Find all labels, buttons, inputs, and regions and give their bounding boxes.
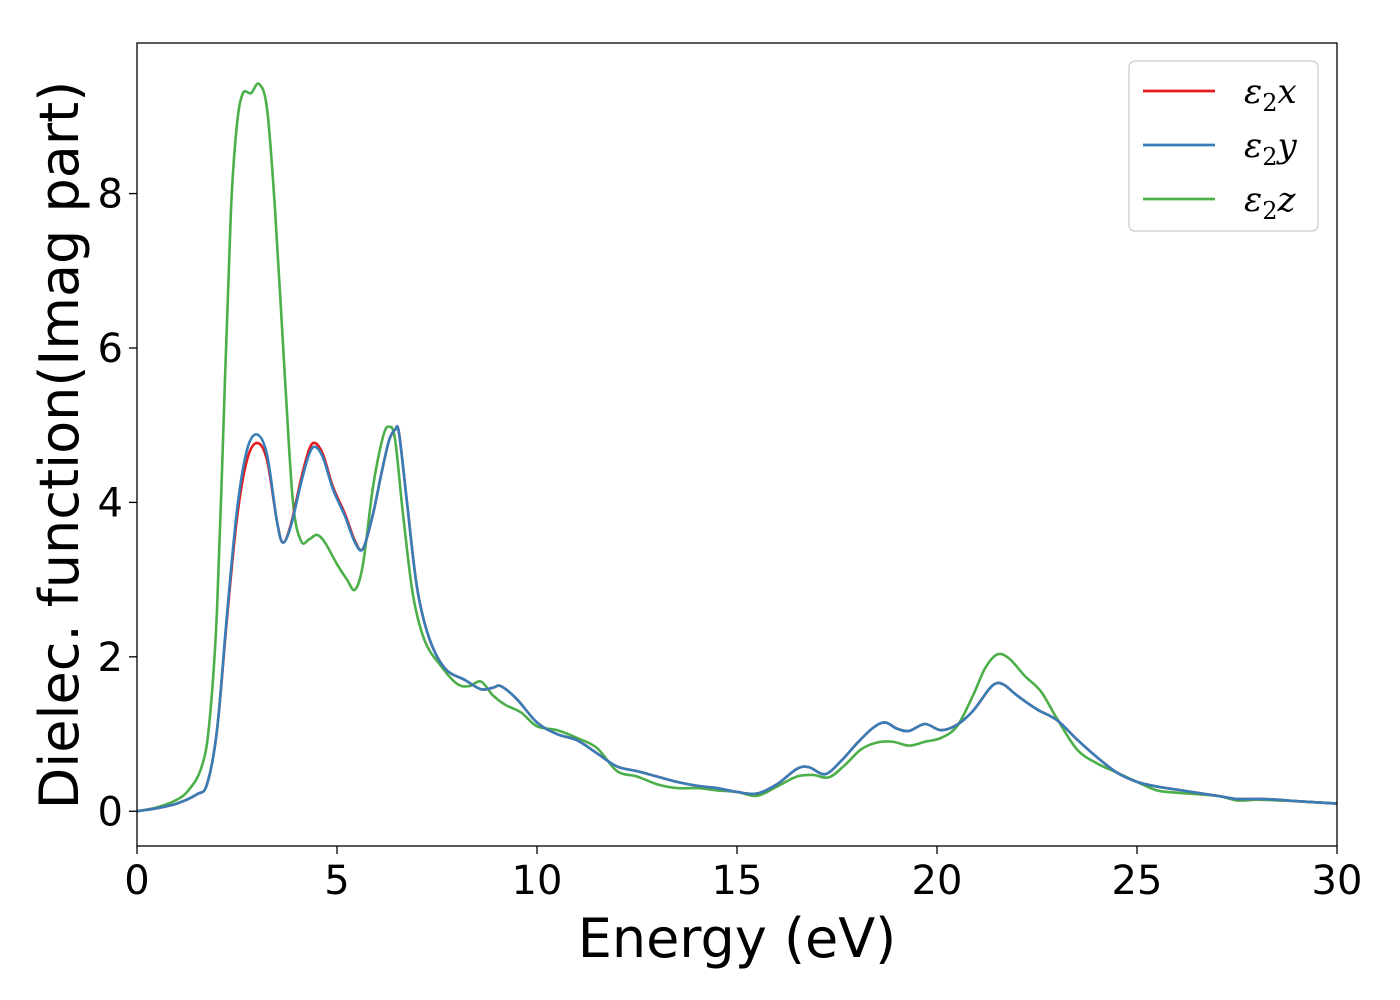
- legend-component: y: [1276, 126, 1298, 166]
- x-tick-label: 10: [512, 858, 563, 904]
- y-axis-label: Dielec. function(Imag part): [28, 81, 91, 810]
- y-tick-label: 6: [98, 326, 123, 372]
- y-tick-label: 8: [98, 172, 123, 218]
- legend-component: z: [1277, 180, 1297, 220]
- legend-component: x: [1278, 72, 1297, 112]
- series-layer: [137, 82, 1337, 813]
- legend-box: [1128, 60, 1319, 232]
- series-line-y: [137, 424, 1337, 813]
- series-line-z: [137, 82, 1337, 813]
- legend-label-x: ε2x: [1244, 72, 1297, 117]
- x-tick-label: 25: [1112, 858, 1163, 904]
- x-axis-ticks: 0 5 10 15 20 25 30: [124, 846, 1362, 904]
- legend-epsilon: ε: [1244, 72, 1262, 112]
- legend-epsilon: ε: [1244, 180, 1262, 220]
- legend-label-z: ε2z: [1244, 180, 1297, 225]
- x-tick-label: 20: [912, 858, 963, 904]
- x-tick-label: 15: [712, 858, 763, 904]
- y-tick-label: 4: [98, 480, 123, 526]
- y-tick-label: 2: [98, 635, 123, 681]
- x-tick-label: 30: [1312, 858, 1363, 904]
- legend-subscript: 2: [1262, 143, 1277, 171]
- legend-subscript: 2: [1262, 197, 1277, 225]
- legend-label-y: ε2y: [1244, 126, 1298, 171]
- legend-epsilon: ε: [1244, 126, 1262, 166]
- x-tick-label: 0: [124, 858, 149, 904]
- y-axis-ticks: 0 2 4 6 8: [98, 172, 137, 835]
- legend-subscript: 2: [1262, 89, 1277, 117]
- y-tick-label: 0: [98, 789, 123, 835]
- x-tick-label: 5: [324, 858, 349, 904]
- x-axis-label: Energy (eV): [578, 907, 897, 970]
